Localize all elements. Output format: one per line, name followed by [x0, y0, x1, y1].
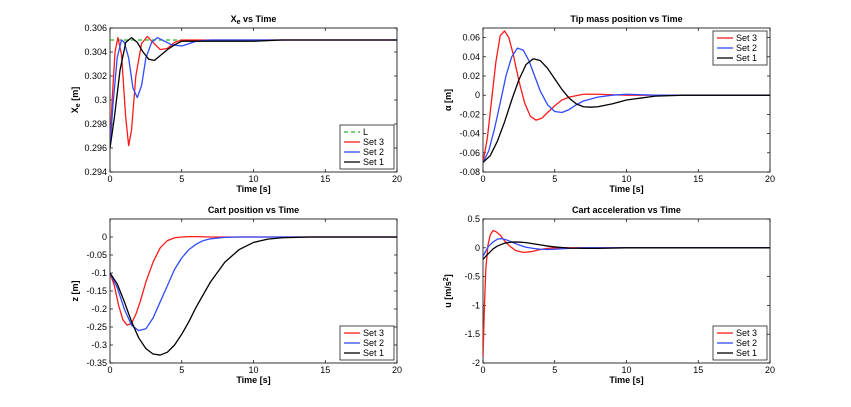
series-group [483, 30, 770, 163]
y-tick-label: -0.06 [459, 148, 480, 158]
y-tick-label: -0.04 [459, 129, 480, 139]
y-tick-label: 0 [475, 90, 480, 100]
x-tick-label: 20 [392, 174, 402, 184]
chart-panel-1: 0 5 10 15 20 0.294 0.296 0.298 0.3 0.302 0.304 0.30… [70, 14, 402, 194]
y-tick-label: -0.5 [464, 272, 480, 282]
legend-entry-label: Set 3 [363, 328, 384, 338]
legend-entry-label: Set 2 [363, 147, 384, 157]
chart-title: Cart acceleration vs Time [572, 205, 681, 215]
y-axis-label: α [m] [443, 89, 453, 111]
legend-entry-label: Set 2 [736, 43, 757, 53]
legend-entry-label: Set 3 [736, 33, 757, 43]
series-line-set-3 [483, 30, 770, 163]
y-tick-label: 0.306 [84, 23, 107, 33]
series-group [110, 35, 397, 149]
y-tick-label: 0.04 [462, 52, 480, 62]
y-tick-label: 0.298 [84, 119, 107, 129]
legend-entry-label: L [363, 127, 368, 137]
x-tick-label: 15 [320, 365, 330, 375]
y-tick-label: 0.294 [84, 167, 107, 177]
y-tick-label: 0.3 [94, 95, 107, 105]
x-tick-label: 5 [552, 365, 557, 375]
chart-title: Xe vs Time [231, 14, 277, 26]
x-tick-label: 0 [107, 174, 112, 184]
x-tick-label: 15 [320, 174, 330, 184]
x-tick-label: 10 [248, 365, 258, 375]
chart-title: Tip mass position vs Time [570, 14, 682, 24]
x-axis-label: Time [s] [609, 184, 643, 194]
x-tick-label: 0 [480, 174, 485, 184]
x-tick-label: 0 [107, 365, 112, 375]
x-tick-label: 20 [765, 365, 775, 375]
chart-panel-4: 0 5 10 15 20 -2 -1.5 -1 -0.5 0 0.5 Cart acceleratio… [443, 205, 775, 385]
y-axis-label: z [m] [70, 281, 80, 302]
series-line-set-2 [483, 47, 770, 163]
legend-entry-label: Set 2 [363, 338, 384, 348]
legend-entry-label: Set 3 [736, 328, 757, 338]
legend-entry-label: Set 2 [736, 338, 757, 348]
x-axis-label: Time [s] [609, 375, 643, 385]
y-tick-label: -0.02 [459, 109, 480, 119]
legend-entry-label: Set 3 [363, 137, 384, 147]
y-tick-label: -0.25 [86, 322, 107, 332]
chart-title: Cart position vs Time [208, 205, 299, 215]
series-line-set-1 [483, 58, 770, 163]
x-tick-label: 10 [621, 365, 631, 375]
y-axis-label: Xe [m] [70, 87, 82, 113]
y-tick-label: -0.2 [91, 304, 107, 314]
y-tick-label: 0.296 [84, 143, 107, 153]
legend-entry-label: Set 1 [736, 53, 757, 63]
y-tick-label: -0.05 [86, 250, 107, 260]
y-tick-label: -0.1 [91, 268, 107, 278]
y-tick-label: -0.08 [459, 167, 480, 177]
y-tick-label: -2 [472, 358, 480, 368]
series-line-set-3 [110, 235, 397, 326]
y-tick-label: -0.15 [86, 286, 107, 296]
series-line-set-2 [110, 236, 397, 332]
y-tick-label: -1 [472, 300, 480, 310]
chart-panel-3: 0 5 10 15 20 -0.35 -0.3 -0.25 -0.2 -0.15 -0.1 -0.05… [70, 205, 402, 385]
y-tick-label: 0.5 [467, 214, 480, 224]
x-tick-label: 15 [693, 365, 703, 375]
y-tick-label: 0 [102, 232, 107, 242]
series-line-set-1 [110, 36, 397, 149]
y-tick-label: 0 [475, 243, 480, 253]
legend-entry-label: Set 1 [363, 157, 384, 167]
x-tick-label: 10 [248, 174, 258, 184]
y-tick-label: 0.302 [84, 71, 107, 81]
chart-panel-2: 0 5 10 15 20 -0.08 -0.06 -0.04 -0.02 0 0.02 0.04 0.0… [443, 14, 775, 194]
x-tick-label: 15 [693, 174, 703, 184]
series-line-set-1 [110, 236, 397, 356]
x-tick-label: 0 [480, 365, 485, 375]
y-tick-label: -0.3 [91, 340, 107, 350]
x-tick-label: 5 [179, 365, 184, 375]
series-group [110, 235, 397, 356]
x-tick-label: 5 [552, 174, 557, 184]
y-axis-label: u [m/s2] [443, 274, 453, 307]
legend-entry-label: Set 1 [736, 348, 757, 358]
y-tick-label: 0.304 [84, 47, 107, 57]
series-line-set-1 [483, 241, 770, 260]
x-tick-label: 10 [621, 174, 631, 184]
y-tick-label: 0.02 [462, 71, 480, 81]
x-tick-label: 20 [392, 365, 402, 375]
x-tick-label: 5 [179, 174, 184, 184]
series-group [483, 229, 770, 358]
y-tick-label: -1.5 [464, 329, 480, 339]
series-line-set-2 [110, 36, 397, 149]
x-axis-label: Time [s] [236, 375, 270, 385]
legend-entry-label: Set 1 [363, 348, 384, 358]
y-tick-label: 0.06 [462, 33, 480, 43]
x-axis-label: Time [s] [236, 184, 270, 194]
x-tick-label: 20 [765, 174, 775, 184]
y-tick-label: -0.35 [86, 358, 107, 368]
